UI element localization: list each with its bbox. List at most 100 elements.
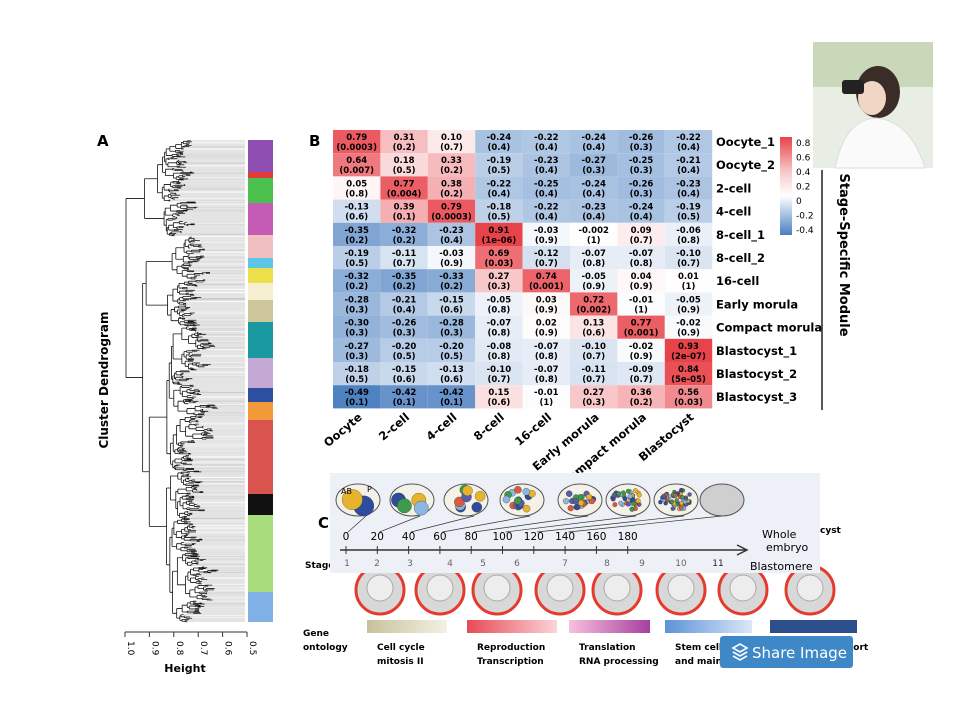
cell-dot xyxy=(573,503,580,511)
heatmap-cell xyxy=(380,385,428,409)
cell-value: -0.23 xyxy=(581,203,606,213)
heatmap-cell xyxy=(380,269,428,293)
heatmap-cell xyxy=(664,362,713,386)
cell-dot xyxy=(611,492,617,498)
cell-dot xyxy=(687,492,692,497)
heatmap-cell xyxy=(333,315,381,339)
heatmap-cell xyxy=(333,176,381,200)
stage-number: 1 xyxy=(344,559,350,569)
heatmap-cell xyxy=(522,338,570,362)
go-term: Transcription xyxy=(477,657,544,667)
cell-dot xyxy=(474,491,486,502)
cell-p-value: (0.4) xyxy=(393,305,416,315)
pointer-line xyxy=(347,515,367,533)
heatmap-cell xyxy=(664,199,713,223)
cell-p-value: (0.8) xyxy=(535,375,558,385)
cell-value: -0.18 xyxy=(487,203,512,213)
cell-p-value: (0.5) xyxy=(487,166,510,176)
cell-value: 0.93 xyxy=(678,342,699,352)
color-legend xyxy=(780,137,792,235)
heatmap-cell xyxy=(617,130,665,154)
heatmap-cell xyxy=(522,385,570,409)
heatmap-cell xyxy=(427,362,476,386)
legend-tick-label: -0.2 xyxy=(796,212,814,222)
heatmap-cell xyxy=(380,153,428,177)
cell-value: -0.11 xyxy=(392,249,417,259)
time-axis xyxy=(340,544,749,556)
share-label[interactable]: Share Image xyxy=(752,644,847,662)
cell-dot xyxy=(673,493,678,498)
heatmap-cell xyxy=(475,385,523,409)
cell-p-value: (0.3) xyxy=(582,166,605,176)
cell-value: -0.28 xyxy=(439,319,464,329)
heatmap-cell xyxy=(617,338,665,362)
x-tick-label: 1.0 xyxy=(125,641,135,656)
heatmap-cell xyxy=(570,269,618,293)
heatmap-cell xyxy=(570,130,618,154)
stage-label: Stage xyxy=(305,561,334,571)
heatmap-cell xyxy=(617,222,665,246)
cell-p-value: (0.6) xyxy=(440,375,463,385)
photo-camera xyxy=(842,80,864,94)
row-label: Blastocyst_3 xyxy=(716,390,797,405)
heatmap-cell xyxy=(333,292,381,316)
cell-p-value: (0.4) xyxy=(487,143,510,153)
heatmap-cell xyxy=(617,153,665,177)
cell-value: -0.03 xyxy=(439,249,464,259)
cell-p-value: (0.001) xyxy=(624,329,659,339)
heatmap-cell xyxy=(333,338,381,362)
cell-value: 0.01 xyxy=(678,272,699,282)
row-label: 2-cell xyxy=(716,181,751,195)
cell-dot xyxy=(567,505,574,512)
heatmap-cell xyxy=(570,315,618,339)
blastomere: Blastomere xyxy=(750,560,813,573)
cell-value: 0.84 xyxy=(678,365,699,375)
cell-value: -0.27 xyxy=(344,342,369,352)
cell-p-value: (0.9) xyxy=(630,352,653,362)
cell-value: -0.32 xyxy=(344,272,369,282)
module-color xyxy=(248,140,273,172)
cell-p-value: (0.5) xyxy=(393,166,416,176)
cell-value: -0.13 xyxy=(344,203,369,213)
cell-value: -0.20 xyxy=(439,342,464,352)
cell-value: -0.24 xyxy=(581,179,606,189)
cell-p-value: (0.3) xyxy=(487,282,510,292)
cell-p-value: (0.6) xyxy=(440,305,463,315)
cell-p-value: (0.4) xyxy=(582,143,605,153)
row-label: 4-cell xyxy=(716,205,751,219)
cell-p-value: (0.2) xyxy=(345,236,368,246)
cell-p-value: (0.9) xyxy=(535,305,558,315)
cell-p-value: (0.2) xyxy=(393,236,416,246)
heatmap-cell xyxy=(522,222,570,246)
cell-p-value: (0.3) xyxy=(630,143,653,153)
y-axis-label: Cluster Dendrogram xyxy=(97,311,111,448)
heatmap-cell xyxy=(664,385,713,409)
heatmap-cell xyxy=(617,315,665,339)
legend-tick-label: 0.6 xyxy=(796,154,811,164)
cell-value: 0.02 xyxy=(536,319,557,329)
heatmap-cell xyxy=(522,153,570,177)
cell-value: -0.07 xyxy=(581,249,606,259)
heatmap-cell xyxy=(475,153,523,177)
cell-value: 0.10 xyxy=(441,133,462,143)
heatmap-cell xyxy=(427,315,476,339)
heatmap-cell xyxy=(333,153,381,177)
cell-dot xyxy=(625,488,631,494)
cell-p-value: (0.7) xyxy=(677,259,700,269)
cell-p-value: (0.4) xyxy=(440,236,463,246)
heatmap-cell xyxy=(475,269,523,293)
cell-value: -0.32 xyxy=(392,226,417,236)
share-button-bg[interactable] xyxy=(720,636,853,668)
share-button[interactable]: Share Image xyxy=(720,636,853,668)
cell-p-value: (0.3) xyxy=(393,329,416,339)
cell-value: 0.39 xyxy=(394,203,415,213)
cell-p-value: (0.2) xyxy=(630,398,653,408)
cell-value: -0.10 xyxy=(676,249,701,259)
cell-value: -0.15 xyxy=(392,365,417,375)
heatmap-cell xyxy=(664,246,713,270)
time-tick-label: 160 xyxy=(586,531,606,543)
cell-value: -0.22 xyxy=(487,179,512,189)
heatmap-cell xyxy=(522,199,570,223)
cell-value: 0.77 xyxy=(394,179,415,189)
module-color xyxy=(248,172,273,178)
